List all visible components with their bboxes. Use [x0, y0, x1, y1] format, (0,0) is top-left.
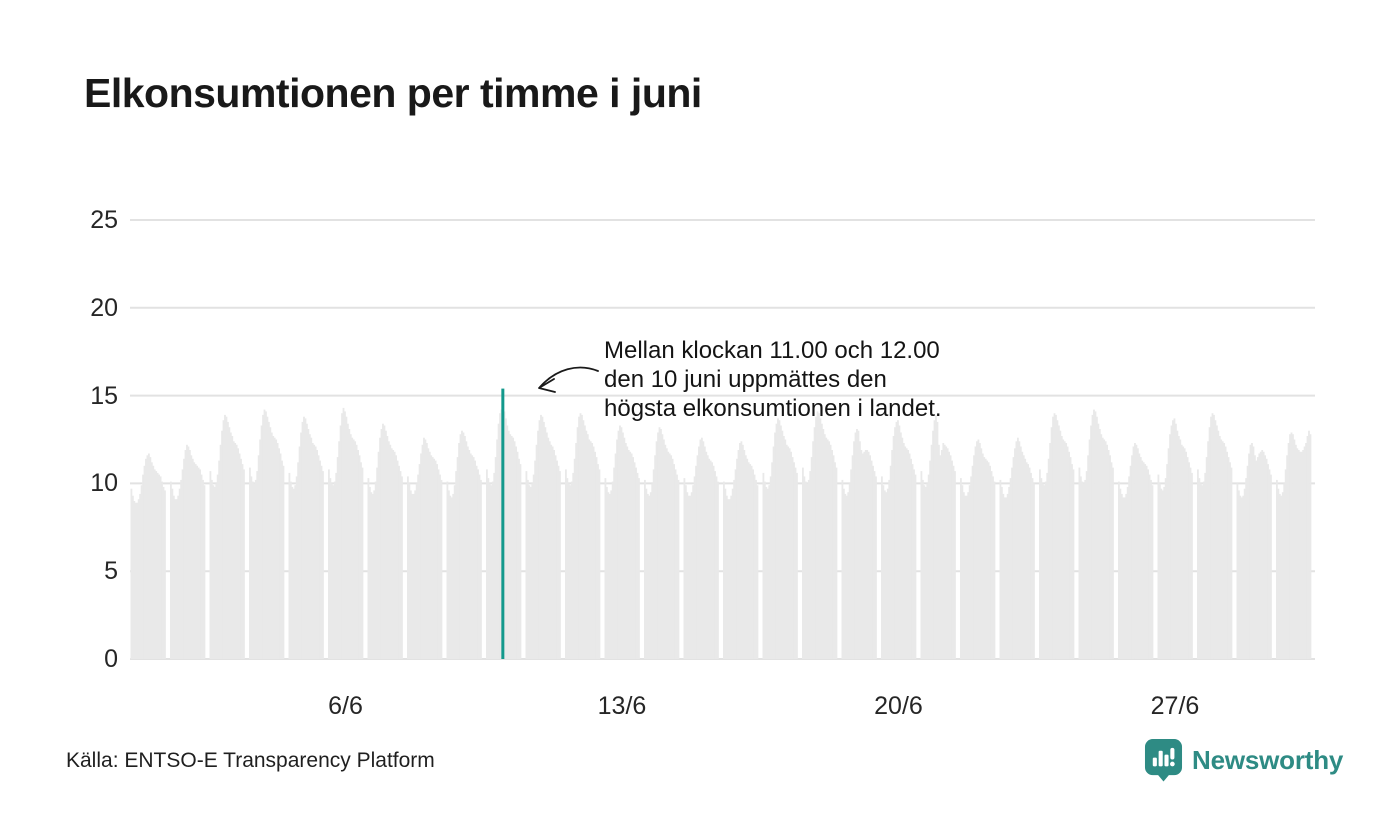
y-tick-label: 5 [104, 557, 118, 586]
annotation-arrow [539, 366, 599, 388]
newsworthy-bubble-icon [1144, 739, 1183, 782]
source-text: Källa: ENTSO-E Transparency Platform [66, 749, 435, 772]
annotation-text: Mellan klockan 11.00 och 12.00 den 10 ju… [604, 336, 1074, 423]
annotation-line-3: högsta elkonsumtionen i landet. [604, 395, 942, 422]
y-tick-label: 10 [90, 469, 118, 498]
y-tick-label: 20 [90, 293, 118, 322]
y-tick-label: 0 [104, 645, 118, 673]
y-tick-label: 15 [90, 381, 118, 410]
annotation-line-2: den 10 juni uppmättes den [604, 366, 887, 393]
annotation-arrowhead [538, 378, 556, 393]
highlight-bar [501, 388, 505, 659]
newsworthy-logo: Newsworthy [1144, 738, 1343, 783]
x-tick-label: 27/6 [1150, 692, 1200, 720]
chart-title: Elkonsumtionen per timme i juni [84, 70, 702, 116]
x-tick-label: 13/6 [597, 692, 647, 720]
y-tick-label: 25 [90, 206, 118, 234]
x-tick-label: 6/6 [328, 692, 363, 720]
annotation-line-1: Mellan klockan 11.00 och 12.00 [604, 337, 940, 364]
brand-name: Newsworthy [1192, 745, 1344, 775]
x-tick-label: 20/6 [874, 692, 923, 720]
